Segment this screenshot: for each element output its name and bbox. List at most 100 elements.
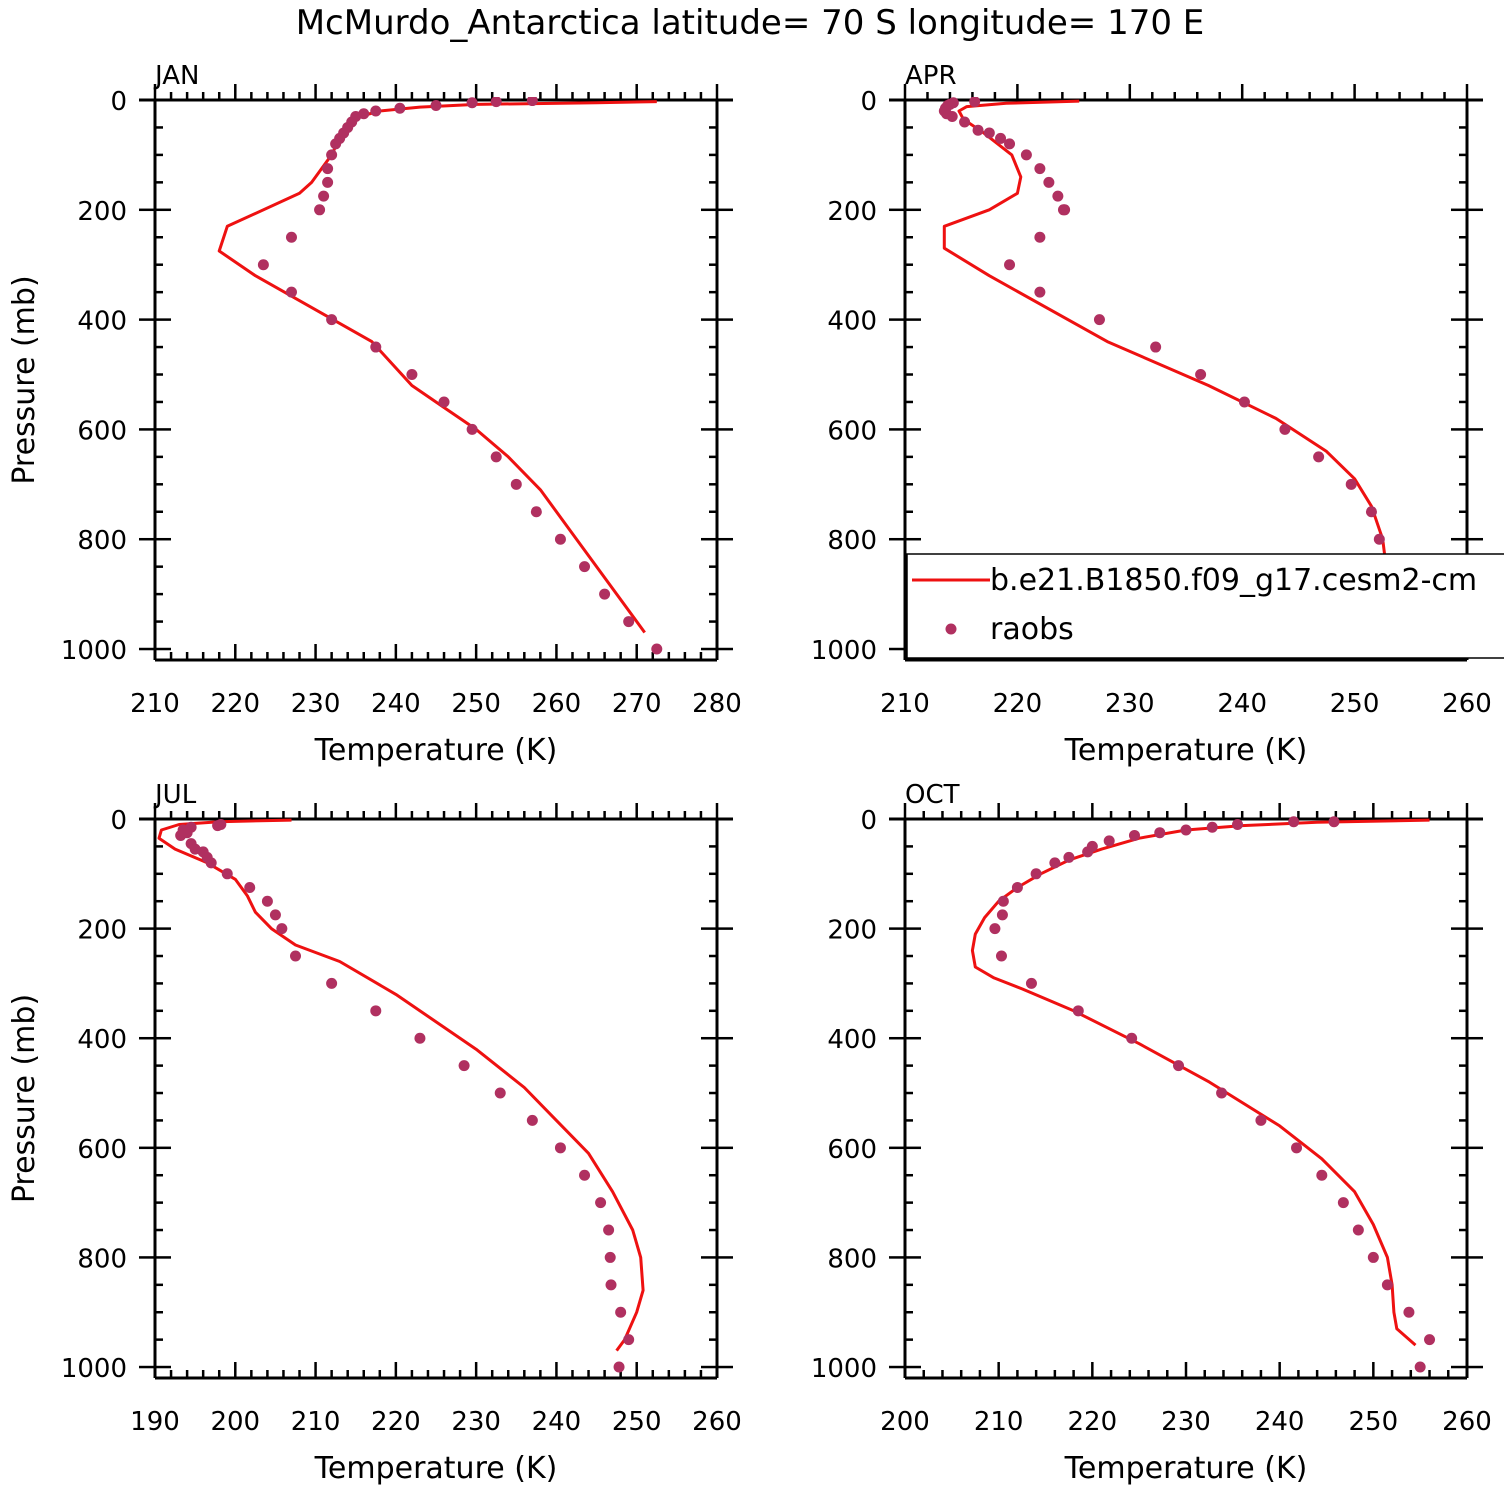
y-tick-label: 600 <box>77 416 127 446</box>
obs-point <box>1367 1251 1379 1263</box>
obs-point <box>1316 1169 1328 1181</box>
obs-point <box>494 1087 506 1099</box>
obs-point <box>599 588 611 600</box>
x-axis-label: Temperature (K) <box>1064 1451 1308 1486</box>
data-layer <box>217 97 663 655</box>
obs-point <box>1034 231 1046 243</box>
y-tick-label: 0 <box>860 806 877 836</box>
x-tick-label: 260 <box>1442 1407 1492 1437</box>
obs-point <box>314 204 326 216</box>
x-tick-label: 220 <box>371 1407 421 1437</box>
obs-point <box>370 105 382 117</box>
x-tick-label: 260 <box>692 1407 742 1437</box>
y-tick-label: 800 <box>77 526 127 556</box>
y-tick-label: 200 <box>77 197 127 227</box>
obs-point <box>1004 138 1016 150</box>
x-tick-label: 220 <box>1068 1407 1118 1437</box>
obs-point <box>326 149 338 161</box>
legend-box <box>906 553 1504 659</box>
y-tick-label: 200 <box>827 197 877 227</box>
x-tick-label: 220 <box>210 689 260 719</box>
obs-point <box>613 1361 625 1373</box>
x-tick-label: 240 <box>1217 689 1267 719</box>
legend-obs-label: raobs <box>990 612 1074 647</box>
y-tick-label: 200 <box>77 916 127 946</box>
x-axis-label: Temperature (K) <box>314 733 558 768</box>
x-tick-label: 230 <box>451 1407 501 1437</box>
x-tick-label: 250 <box>451 689 501 719</box>
obs-point <box>370 1005 382 1017</box>
obs-point <box>1052 190 1064 202</box>
obs-point <box>1337 1197 1349 1209</box>
obs-point <box>651 643 663 655</box>
obs-point <box>326 977 338 989</box>
obs-point <box>995 950 1007 962</box>
obs-point <box>1072 1005 1084 1017</box>
obs-point <box>1049 857 1061 869</box>
x-tick-label: 240 <box>532 1407 582 1437</box>
panel-oct: 200 210 220 230 240 250 260 0 200 400 600 800 1000 OC… <box>811 780 1492 1486</box>
obs-point <box>285 231 297 243</box>
obs-point <box>1206 821 1218 833</box>
y-tick-label: 600 <box>827 1135 877 1165</box>
panel-label: OCT <box>905 780 960 810</box>
obs-point <box>1128 829 1140 841</box>
obs-point <box>490 451 502 463</box>
obs-point <box>946 110 958 122</box>
x-tick-label: 210 <box>130 689 180 719</box>
obs-point <box>623 616 635 628</box>
obs-point <box>1232 818 1244 830</box>
obs-point <box>1255 1114 1267 1126</box>
obs-point <box>997 895 1009 907</box>
obs-point <box>1313 451 1325 463</box>
obs-point <box>972 124 984 136</box>
obs-point <box>318 190 330 202</box>
data-layer <box>970 816 1436 1373</box>
obs-point <box>603 1224 615 1236</box>
y-tick-label: 800 <box>827 526 877 556</box>
y-axis-label: Pressure (mb) <box>7 275 42 484</box>
obs-point <box>1424 1334 1436 1346</box>
x-tick-label: 210 <box>880 689 930 719</box>
obs-point <box>261 895 273 907</box>
obs-point <box>1011 882 1023 894</box>
x-tick-label: 270 <box>612 689 662 719</box>
y-tick-label: 1000 <box>61 636 127 666</box>
legend-point-swatch <box>945 623 957 635</box>
main-title: McMurdo_Antarctica latitude= 70 S longit… <box>296 3 1205 43</box>
obs-point <box>530 506 542 518</box>
obs-point <box>406 369 418 381</box>
y-tick-label: 600 <box>77 1135 127 1165</box>
obs-point <box>1034 163 1046 175</box>
obs-point <box>1034 286 1046 298</box>
obs-point <box>1414 1361 1426 1373</box>
x-tick-label: 230 <box>291 689 341 719</box>
y-tick-label: 400 <box>77 307 127 337</box>
obs-point <box>1373 533 1385 545</box>
panel-label: APR <box>905 61 957 91</box>
x-tick-label: 250 <box>1349 1407 1399 1437</box>
obs-point <box>579 1169 591 1181</box>
panel-jan: 210 220 230 240 250 260 270 280 0 200 400 600 800 100… <box>7 61 742 768</box>
y-tick-label: 0 <box>110 87 127 117</box>
x-tick-label: 230 <box>1161 1407 1211 1437</box>
obs-point <box>244 882 256 894</box>
obs-point <box>1195 369 1207 381</box>
y-tick-label: 800 <box>827 1244 877 1274</box>
model-series-line <box>157 818 645 1352</box>
obs-point <box>414 1032 426 1044</box>
obs-point <box>526 1114 538 1126</box>
x-tick-label: 280 <box>692 689 742 719</box>
obs-point <box>615 1306 627 1318</box>
obs-point <box>1173 1060 1185 1072</box>
obs-point <box>1328 816 1340 828</box>
x-tick-label: 190 <box>130 1407 180 1437</box>
x-axis-label: Temperature (K) <box>314 1451 558 1486</box>
obs-point <box>1279 423 1291 435</box>
y-tick-label: 400 <box>77 1025 127 1055</box>
obs-point <box>1126 1032 1138 1044</box>
x-tick-label: 240 <box>371 689 421 719</box>
obs-point <box>181 827 193 839</box>
obs-point <box>1381 1279 1393 1291</box>
